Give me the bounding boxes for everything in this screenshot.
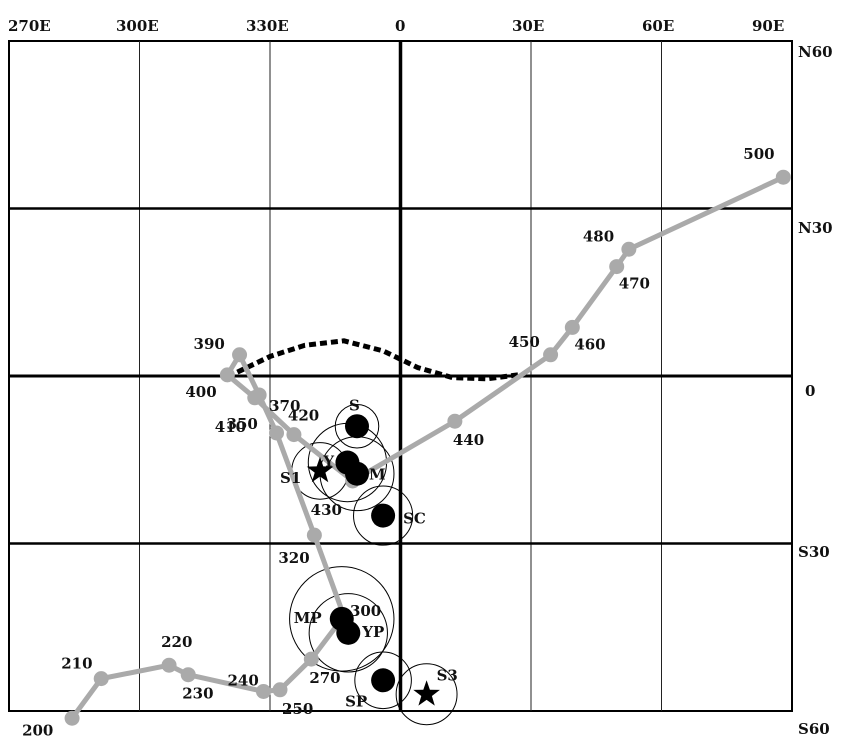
- path-point: [232, 347, 248, 363]
- site-markers-layer: [306, 414, 440, 706]
- confidence-circle: [308, 593, 388, 673]
- lon-label-270e: 270E: [8, 17, 51, 35]
- path-point-label: 240: [227, 671, 258, 689]
- confidence-circle: [395, 663, 458, 726]
- path-point-label: 500: [743, 145, 774, 163]
- pole-path-layer: [64, 169, 791, 726]
- site-dot: [371, 503, 396, 528]
- path-point: [621, 241, 637, 257]
- lon-label-30e: 30E: [512, 17, 544, 35]
- path-point: [161, 657, 177, 673]
- site-dot: [336, 620, 361, 645]
- lat-label-0: 0: [805, 382, 815, 400]
- path-point-label: 230: [182, 685, 213, 703]
- confidence-circle: [353, 485, 414, 546]
- path-point: [93, 671, 109, 687]
- longitude-labels: 270E 300E 330E 0 30E 60E 90E: [8, 17, 784, 35]
- site-label: SC: [403, 510, 426, 528]
- path-point-label: 440: [453, 431, 484, 449]
- path-point-label: 460: [574, 335, 605, 353]
- path-point: [269, 425, 285, 441]
- path-point-label: 400: [185, 383, 216, 401]
- path-point: [564, 319, 580, 335]
- path-point: [306, 527, 322, 543]
- path-point-label: 210: [61, 655, 92, 673]
- confidence-circle: [334, 404, 380, 449]
- path-point-label: 470: [619, 275, 650, 293]
- latitude-labels: N60 N30 0 S30 S60: [798, 43, 833, 737]
- labels-layer: 200 210 220 230 240 250 270 300 320 350 370 390 400 4…: [22, 145, 775, 737]
- lat-label-s30: S30: [798, 543, 830, 561]
- path-point-label: 320: [278, 549, 309, 567]
- pole-path-line: [70, 174, 785, 720]
- path-point: [543, 347, 559, 363]
- site-dot: [371, 668, 396, 693]
- confidence-circle: [354, 651, 412, 710]
- site-label: SP: [345, 692, 367, 710]
- lat-label-s60: S60: [798, 720, 830, 737]
- path-point: [609, 259, 625, 275]
- site-label: S: [349, 396, 360, 414]
- path-point: [219, 367, 235, 383]
- star-marker: [413, 680, 440, 706]
- dashed-curve: [236, 338, 519, 382]
- path-point: [303, 651, 319, 667]
- site-label: S3: [437, 666, 458, 684]
- star-marker: [306, 456, 334, 483]
- path-point-label: 390: [194, 335, 225, 353]
- site-label: M: [369, 466, 386, 484]
- path-point-label: 480: [583, 227, 614, 245]
- site-label: S1: [280, 469, 301, 487]
- path-point: [775, 169, 791, 185]
- path-point: [255, 683, 271, 699]
- path-point: [180, 667, 196, 683]
- lat-label-n30: N30: [798, 219, 833, 237]
- site-dot: [345, 414, 369, 439]
- site-label: Y: [322, 453, 334, 471]
- path-point: [286, 427, 302, 443]
- path-point: [64, 710, 80, 726]
- site-label: YP: [361, 623, 384, 641]
- path-point: [272, 682, 288, 698]
- map-grid: [8, 40, 793, 712]
- path-point-label: 200: [22, 721, 53, 737]
- lon-label-330e: 330E: [246, 17, 289, 35]
- path-point-label: 350: [227, 415, 258, 433]
- path-point-label: 300: [350, 602, 381, 620]
- lon-label-60e: 60E: [642, 17, 674, 35]
- path-point-label: 410: [215, 418, 246, 436]
- dashed-curve-layer: [236, 338, 519, 382]
- path-point: [447, 413, 463, 429]
- lon-label-90e: 90E: [752, 17, 784, 35]
- path-point-label: 270: [309, 669, 340, 687]
- lat-label-n60: N60: [798, 43, 833, 61]
- path-point: [247, 390, 263, 406]
- site-dot: [345, 461, 369, 486]
- lon-label-0: 0: [395, 17, 405, 35]
- path-point-label: 430: [311, 501, 342, 519]
- path-point-label: 220: [161, 633, 192, 651]
- lon-label-300e: 300E: [116, 17, 159, 35]
- path-point-label: 370: [269, 397, 300, 415]
- path-point-label: 420: [288, 407, 319, 425]
- path-point-label: 450: [509, 333, 540, 351]
- site-label: MP: [294, 609, 322, 627]
- path-point-label: 250: [282, 700, 313, 718]
